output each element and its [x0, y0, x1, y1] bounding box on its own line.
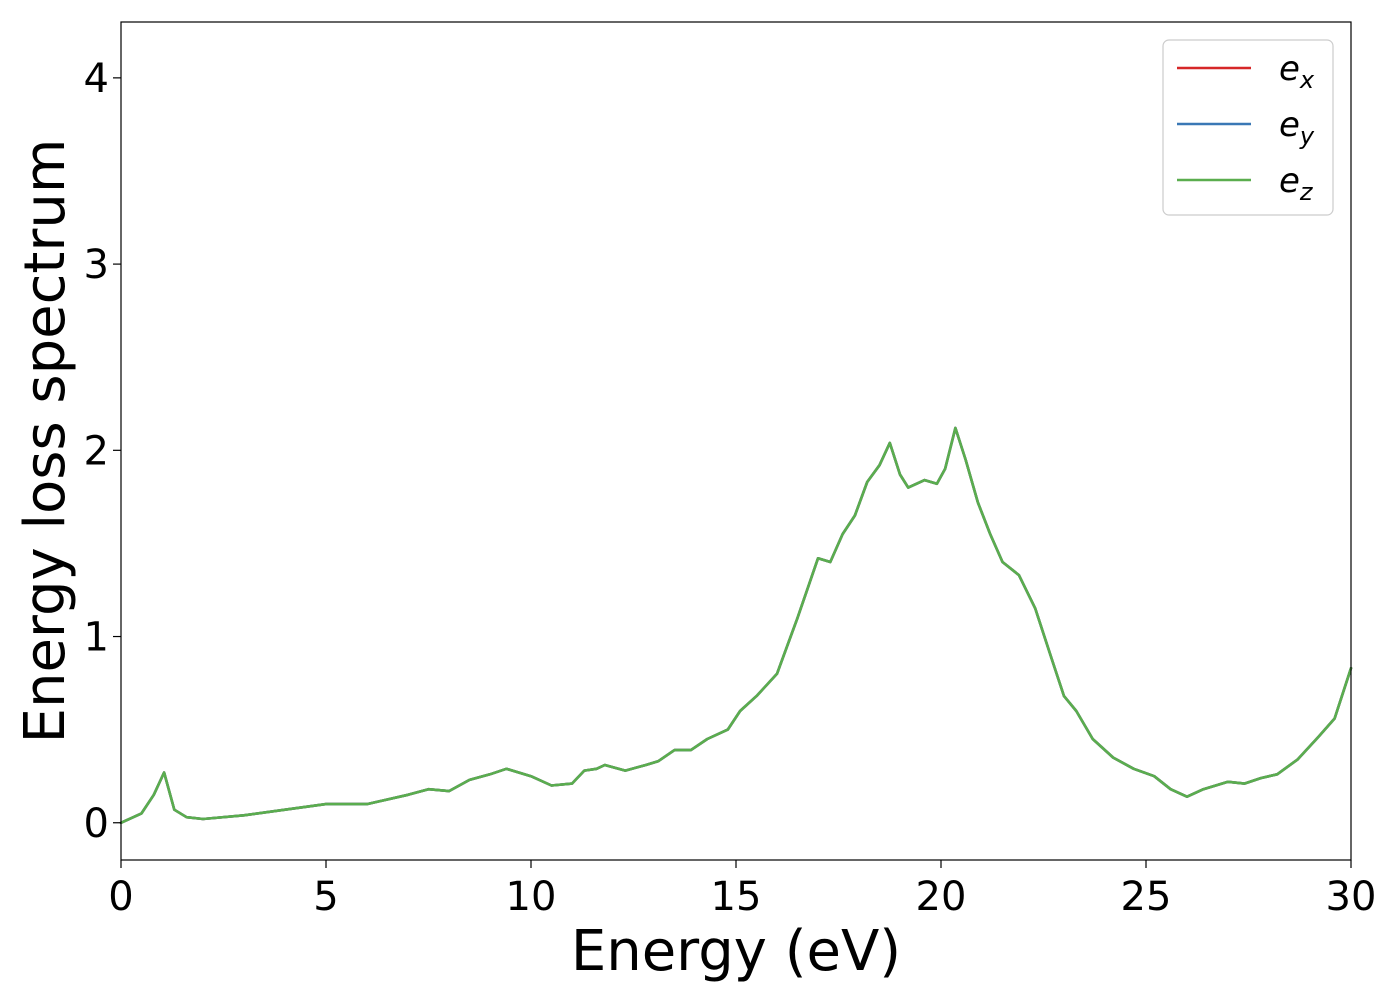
x-tick-label: 15 — [711, 874, 762, 920]
x-tick-label: 25 — [1121, 874, 1172, 920]
x-tick-label: 20 — [916, 874, 967, 920]
legend: ex ey ez — [1162, 39, 1334, 216]
x-tick-label: 5 — [313, 874, 338, 920]
y-tick-label: 1 — [84, 615, 109, 661]
y-tick-label: 3 — [84, 242, 109, 288]
series-line-ez — [119, 426, 1353, 825]
legend-label: ez — [1279, 161, 1314, 206]
y-axis: 0 1 2 3 4 — [84, 56, 121, 847]
x-axis: 0 5 10 15 20 25 30 — [108, 860, 1376, 920]
y-tick-label: 4 — [84, 56, 109, 102]
legend-label: ex — [1279, 49, 1315, 94]
series-layer — [119, 426, 1353, 825]
x-tick-label: 30 — [1326, 874, 1377, 920]
y-axis-title: Energy loss spectrum — [13, 139, 78, 744]
y-tick-label: 2 — [84, 428, 109, 474]
legend-box — [1162, 39, 1334, 216]
legend-label: ey — [1279, 105, 1315, 150]
x-axis-title: Energy (eV) — [571, 919, 901, 984]
x-tick-label: 10 — [506, 874, 557, 920]
x-tick-label: 0 — [108, 874, 133, 920]
y-tick-label: 0 — [84, 801, 109, 847]
